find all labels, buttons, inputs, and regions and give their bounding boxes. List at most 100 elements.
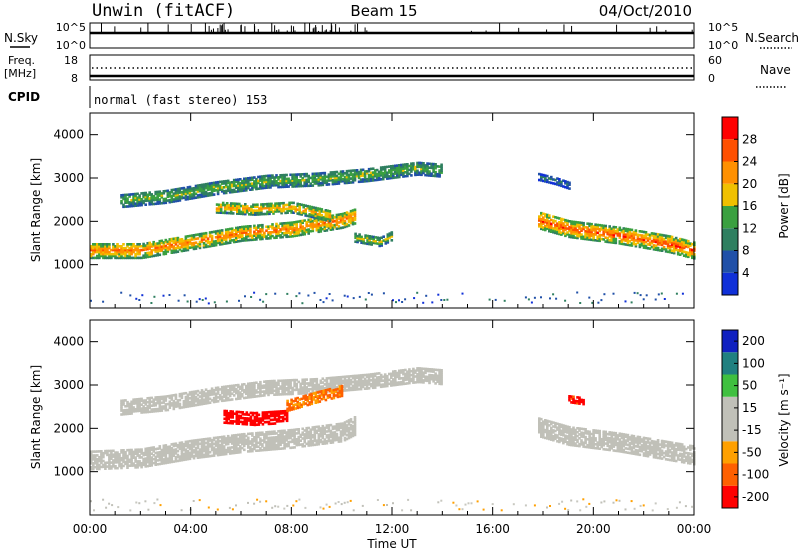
power-cell xyxy=(94,246,97,250)
power-cell xyxy=(394,166,397,170)
power-cell xyxy=(687,255,690,259)
power-cell xyxy=(301,231,304,234)
velocity-cell xyxy=(232,441,236,445)
velocity-cell xyxy=(128,450,131,454)
power-cell xyxy=(390,231,394,234)
power-cell xyxy=(237,236,240,239)
velocity-cell xyxy=(416,373,419,376)
power-cell xyxy=(384,238,388,241)
velocity-cell xyxy=(138,399,141,403)
power-cell xyxy=(212,189,216,192)
power-cell xyxy=(558,223,561,226)
velocity-cell xyxy=(285,442,288,446)
power-cell xyxy=(527,298,530,301)
power-cell xyxy=(323,181,327,185)
power-cell xyxy=(676,249,680,252)
power-cell xyxy=(225,207,229,211)
velocity-cell xyxy=(361,379,365,383)
power-cell xyxy=(646,239,650,242)
power-cell xyxy=(154,246,157,249)
velocity-cell xyxy=(206,392,210,395)
power-cell xyxy=(192,237,196,241)
power-cell xyxy=(244,212,247,216)
power-cell xyxy=(272,212,275,215)
velocity-cell xyxy=(230,398,234,401)
velocity-cell xyxy=(349,378,353,382)
power-cell xyxy=(306,204,309,208)
power-cell xyxy=(260,212,263,216)
velocity-cell xyxy=(243,440,246,444)
velocity-cell xyxy=(267,440,270,444)
velocity-cell xyxy=(237,420,241,424)
power-cell xyxy=(652,248,656,251)
power-cell xyxy=(682,244,686,248)
power-cell xyxy=(235,238,238,241)
power-cell xyxy=(285,181,288,185)
velocity-cell xyxy=(172,407,176,411)
power-cell xyxy=(202,242,206,245)
power-cell xyxy=(367,167,371,171)
velocity-cell xyxy=(251,382,254,385)
velocity-cell xyxy=(132,450,135,454)
velocity-cell xyxy=(347,388,351,392)
velocity-cell xyxy=(408,372,411,375)
power-cell xyxy=(339,218,343,222)
power-cell xyxy=(172,192,176,195)
power-cell xyxy=(586,238,589,241)
freq-panel: Freq. [MHz] 18 8 60 0 Nave xyxy=(4,54,791,88)
power-cell xyxy=(213,301,216,304)
power-cell xyxy=(118,254,121,258)
power-cell xyxy=(273,226,276,230)
power-cell xyxy=(351,175,355,178)
power-cell xyxy=(288,207,291,210)
velocity-cell xyxy=(428,373,431,377)
power-cell xyxy=(129,294,132,297)
velocity-cell xyxy=(138,403,141,407)
power-cell xyxy=(660,239,664,243)
power-cell xyxy=(564,185,567,189)
velocity-cell xyxy=(122,399,125,402)
velocity-cell xyxy=(279,379,282,383)
power-cell xyxy=(186,197,190,201)
power-cell xyxy=(174,192,178,195)
power-cell xyxy=(247,227,250,230)
velocity-cell xyxy=(321,428,325,432)
velocity-cell xyxy=(347,419,351,422)
velocity-cell xyxy=(172,394,176,397)
power-cell xyxy=(228,191,232,194)
velocity-cell xyxy=(212,438,216,442)
power-cell xyxy=(379,166,383,169)
power-cell xyxy=(214,243,218,247)
power-cell xyxy=(314,216,318,220)
power-cell xyxy=(650,234,654,237)
velocity-cell xyxy=(126,412,129,416)
velocity-cell xyxy=(216,444,220,447)
velocity-cell xyxy=(202,438,206,441)
power-cell xyxy=(582,237,585,241)
power-cell xyxy=(353,218,357,221)
velocity-cell xyxy=(230,451,234,455)
velocity-cell xyxy=(190,396,194,400)
velocity-cell xyxy=(343,429,347,432)
velocity-cell xyxy=(202,447,206,451)
velocity-cell xyxy=(134,407,137,411)
velocity-cell xyxy=(343,423,347,426)
velocity-cell xyxy=(261,384,264,388)
velocity-cell xyxy=(190,447,194,450)
power-cell xyxy=(138,248,141,252)
power-cell xyxy=(244,206,247,210)
power-cell xyxy=(289,235,292,238)
velocity-cell xyxy=(130,456,133,460)
velocity-cell xyxy=(253,395,256,398)
power-cell xyxy=(572,228,575,231)
power-cell xyxy=(379,172,383,175)
power-cell xyxy=(323,223,327,227)
power-cell xyxy=(343,213,347,217)
power-cell xyxy=(216,186,220,190)
power-cell xyxy=(202,244,206,247)
power-cell xyxy=(555,297,558,300)
power-colorbar-tick-label: 20 xyxy=(742,177,757,191)
velocity-cell xyxy=(184,395,188,399)
power-cell xyxy=(261,183,264,186)
velocity-cell xyxy=(438,380,441,384)
